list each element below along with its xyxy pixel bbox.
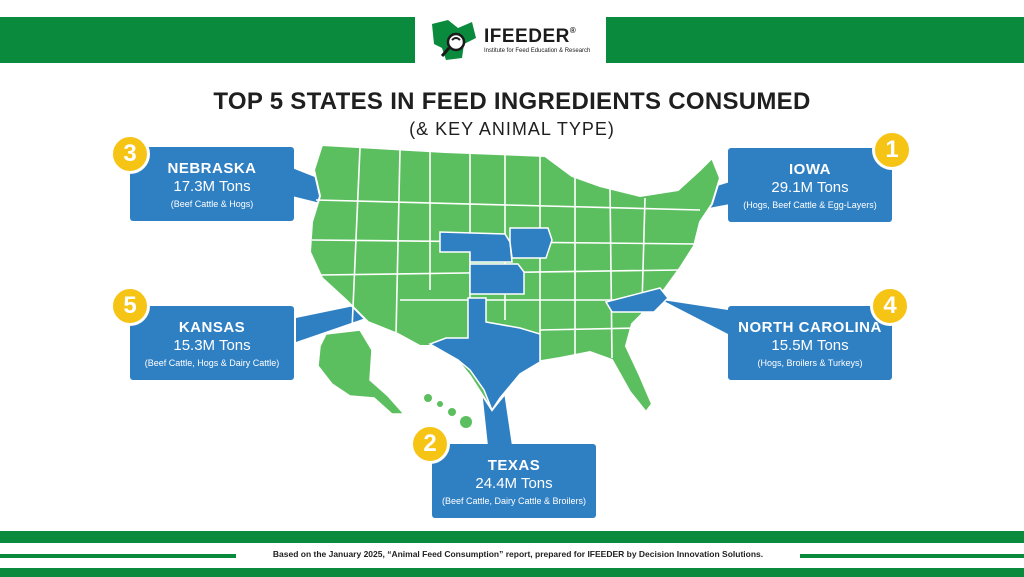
rank-badge-nebraska: 3: [110, 134, 150, 174]
card-animals: (Beef Cattle & Hogs): [170, 198, 254, 209]
card-texas: TEXAS 24.4M Tons (Beef Cattle, Dairy Cat…: [432, 444, 596, 518]
card-state-name: NORTH CAROLINA: [738, 318, 882, 336]
card-animals: (Beef Cattle, Dairy Cattle & Broilers): [441, 495, 587, 506]
card-tons: 24.4M Tons: [475, 474, 553, 492]
card-tons: 17.3M Tons: [173, 177, 251, 195]
card-animals: (Hogs, Beef Cattle & Egg-Layers): [743, 199, 877, 210]
state-kansas: [469, 263, 525, 295]
card-animals: (Beef Cattle, Hogs & Dairy Cattle): [144, 357, 280, 368]
registered-mark: ®: [569, 25, 577, 35]
card-nebraska: NEBRASKA 17.3M Tons (Beef Cattle & Hogs): [130, 147, 294, 221]
state-hawaii: [424, 394, 472, 428]
rank-badge-texas: 2: [410, 424, 450, 464]
card-tons: 29.1M Tons: [771, 178, 849, 196]
card-state-name: IOWA: [789, 160, 831, 178]
card-animals: (Hogs, Broilers & Turkeys): [757, 357, 863, 368]
footnote-rule-left: [0, 554, 236, 558]
card-state-name: TEXAS: [487, 456, 541, 474]
card-tons: 15.3M Tons: [173, 336, 251, 354]
state-north-carolina: [604, 287, 670, 313]
brand-tagline: Institute for Feed Education & Research: [484, 47, 591, 54]
top-green-bar-left: [0, 17, 415, 63]
footnote-rule-right: [800, 554, 1024, 558]
page-subtitle: (& KEY ANIMAL TYPE): [409, 119, 615, 139]
source-footnote: Based on the January 2025, “Animal Feed …: [272, 549, 764, 559]
state-alaska: [317, 329, 406, 415]
bottom-green-bar: [0, 531, 1024, 543]
page-title: TOP 5 STATES IN FEED INGREDIENTS CONSUME…: [213, 88, 811, 115]
card-state-name: NEBRASKA: [167, 159, 257, 177]
card-north-carolina: NORTH CAROLINA 15.5M Tons (Hogs, Broiler…: [728, 306, 892, 380]
bottom-green-bar-lower: [0, 568, 1024, 577]
rank-badge-kansas: 5: [110, 286, 150, 326]
cow-feed-icon: [432, 20, 476, 60]
state-texas: [428, 297, 541, 412]
top-green-bar-right: [606, 17, 1024, 63]
card-tons: 15.5M Tons: [771, 336, 849, 354]
state-nebraska: [439, 231, 513, 263]
ifeeder-logo: IFEEDER® Institute for Feed Education & …: [428, 14, 600, 66]
rank-badge-north-carolina: 4: [870, 286, 910, 326]
card-iowa: IOWA 29.1M Tons (Hogs, Beef Cattle & Egg…: [728, 148, 892, 222]
brand-name: IFEEDER: [484, 25, 570, 47]
rank-badge-iowa: 1: [872, 130, 912, 170]
state-iowa: [509, 227, 553, 259]
connector-north-carolina: [662, 300, 728, 334]
card-kansas: KANSAS 15.3M Tons (Beef Cattle, Hogs & D…: [130, 306, 294, 380]
card-state-name: KANSAS: [178, 318, 246, 336]
